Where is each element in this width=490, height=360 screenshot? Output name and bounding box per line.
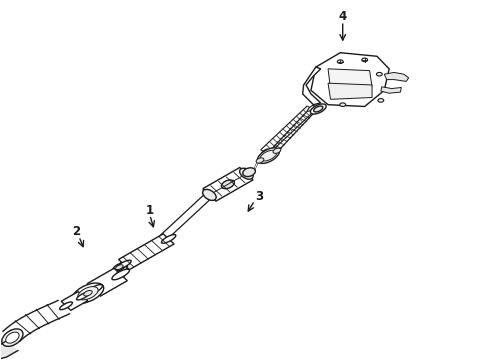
Polygon shape bbox=[269, 109, 315, 154]
Polygon shape bbox=[203, 167, 253, 201]
Ellipse shape bbox=[376, 72, 382, 76]
Ellipse shape bbox=[72, 283, 104, 303]
Ellipse shape bbox=[85, 285, 102, 295]
Ellipse shape bbox=[261, 149, 268, 155]
Polygon shape bbox=[87, 268, 127, 296]
Ellipse shape bbox=[203, 189, 216, 201]
Ellipse shape bbox=[117, 260, 131, 269]
Polygon shape bbox=[159, 193, 213, 240]
Ellipse shape bbox=[60, 302, 73, 310]
Ellipse shape bbox=[116, 265, 123, 270]
Ellipse shape bbox=[260, 150, 277, 161]
Ellipse shape bbox=[340, 103, 345, 107]
Text: 3: 3 bbox=[256, 190, 264, 203]
Ellipse shape bbox=[337, 60, 343, 63]
Ellipse shape bbox=[378, 99, 384, 102]
Polygon shape bbox=[0, 341, 18, 360]
Text: 2: 2 bbox=[73, 225, 80, 238]
Ellipse shape bbox=[314, 106, 323, 112]
Ellipse shape bbox=[76, 292, 89, 300]
Ellipse shape bbox=[240, 168, 253, 179]
Ellipse shape bbox=[243, 168, 255, 176]
Ellipse shape bbox=[84, 291, 92, 296]
Polygon shape bbox=[381, 87, 401, 93]
Ellipse shape bbox=[256, 158, 264, 163]
Ellipse shape bbox=[310, 104, 326, 114]
Polygon shape bbox=[119, 234, 174, 270]
Text: 1: 1 bbox=[146, 204, 154, 217]
Polygon shape bbox=[328, 69, 372, 89]
Polygon shape bbox=[311, 53, 389, 107]
Ellipse shape bbox=[362, 58, 368, 62]
Polygon shape bbox=[3, 301, 70, 341]
Ellipse shape bbox=[2, 329, 23, 346]
Polygon shape bbox=[61, 292, 88, 310]
Text: 4: 4 bbox=[339, 10, 347, 23]
Ellipse shape bbox=[78, 287, 98, 300]
Polygon shape bbox=[303, 67, 321, 105]
Polygon shape bbox=[384, 72, 409, 81]
Polygon shape bbox=[328, 83, 372, 99]
Ellipse shape bbox=[221, 180, 234, 189]
Polygon shape bbox=[117, 262, 127, 276]
Ellipse shape bbox=[161, 235, 176, 243]
Ellipse shape bbox=[6, 332, 19, 343]
Ellipse shape bbox=[273, 148, 281, 153]
Ellipse shape bbox=[308, 105, 314, 111]
Ellipse shape bbox=[257, 148, 279, 163]
Ellipse shape bbox=[113, 263, 125, 271]
Ellipse shape bbox=[112, 269, 129, 280]
Polygon shape bbox=[261, 106, 315, 154]
